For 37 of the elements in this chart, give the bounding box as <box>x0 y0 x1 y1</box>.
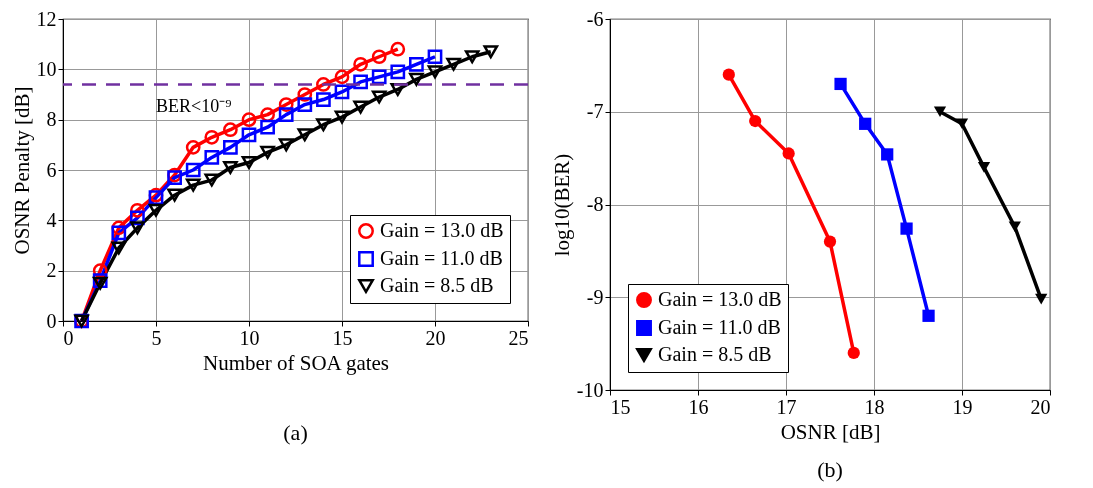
y-tick-label: 6 <box>46 158 57 181</box>
legend-label: Gain = 8.5 dB <box>658 343 772 365</box>
x-axis-title: OSNR [dB] <box>780 419 881 444</box>
text: (b) <box>817 457 843 482</box>
x-tick-label: 15 <box>610 395 631 418</box>
legend-label: Gain = 11.0 dB <box>658 316 781 338</box>
x-tick-label: 15 <box>332 326 353 349</box>
y-tick-label: -7 <box>586 100 604 123</box>
legend-label: Gain = 13.0 dB <box>658 288 782 310</box>
y-tick-label: 12 <box>36 7 57 30</box>
x-tick-label: 25 <box>508 326 529 349</box>
x-tick-label: 0 <box>63 326 74 349</box>
legend-label: Gain = 11.0 dB <box>380 247 503 269</box>
x-tick-label: 19 <box>952 395 973 418</box>
x-tick-label: 10 <box>239 326 260 349</box>
y-tick-label: -9 <box>586 285 604 308</box>
y-tick-label: 8 <box>46 108 57 131</box>
text: (a) <box>283 420 308 445</box>
x-tick-label: 20 <box>1030 395 1051 418</box>
legend-label: Gain = 13.0 dB <box>380 219 504 241</box>
x-tick-label: 5 <box>151 326 162 349</box>
ref-line-label: BER<10⁻⁹ <box>156 96 232 117</box>
x-tick-label: 16 <box>688 395 709 418</box>
y-tick-label: 10 <box>36 57 57 80</box>
y-tick-label: -10 <box>576 378 604 401</box>
y-axis-title: OSNR Penalty [dB] <box>9 86 34 255</box>
y-tick-label: 4 <box>46 208 57 231</box>
x-axis-title: Number of SOA gates <box>202 350 390 375</box>
x-tick-label: 20 <box>425 326 446 349</box>
y-axis-title: log10(BER) <box>549 153 574 257</box>
y-tick-label: -8 <box>586 193 604 215</box>
x-tick-label: 17 <box>776 395 797 418</box>
x-tick-label: 18 <box>864 395 885 418</box>
legend-label: Gain = 8.5 dB <box>380 274 494 296</box>
y-tick-label: -6 <box>586 7 604 30</box>
y-tick-label: 2 <box>46 259 57 282</box>
y-tick-label: 0 <box>46 309 57 332</box>
